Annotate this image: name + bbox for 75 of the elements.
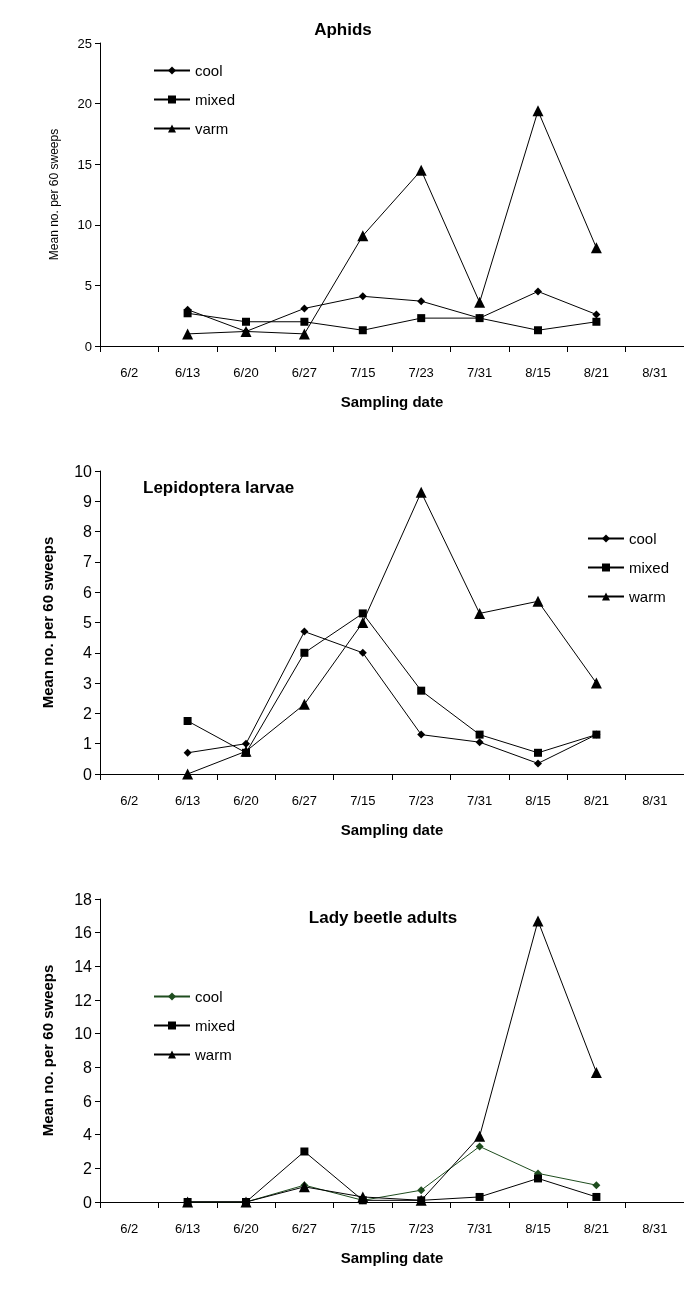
chart-title: Lepidoptera larvae — [143, 478, 295, 497]
x-tick-label: 8/21 — [583, 365, 610, 380]
y-tick-label: 3 — [83, 674, 93, 692]
y-tick-label: 0 — [83, 1193, 93, 1211]
x-tick-label: 6/20 — [233, 365, 259, 380]
y-tick-label: 2 — [83, 1159, 93, 1177]
x-tick-label: 7/23 — [408, 793, 434, 808]
x-tick-label: 8/31 — [642, 365, 668, 380]
y-tick-label: 8 — [83, 1058, 93, 1076]
y-tick-label: 7 — [83, 553, 93, 571]
x-tick-label: 6/20 — [233, 793, 259, 808]
y-axis-title: Mean no. per 60 sweeps — [39, 536, 56, 709]
x-tick-label: 8/15 — [525, 365, 551, 380]
x-tick-label: 6/13 — [174, 1221, 201, 1236]
legend-label: cool — [628, 530, 657, 547]
y-tick-label: 16 — [74, 924, 93, 942]
y-tick-label: 15 — [77, 156, 92, 172]
y-tick-label: 18 — [74, 890, 93, 908]
y-tick-label: 10 — [77, 217, 92, 233]
y-tick-label: 4 — [83, 644, 93, 662]
text: Lady beetle adults — [308, 908, 458, 927]
y-tick-label: 2 — [83, 704, 93, 722]
legend-label: warm — [627, 588, 666, 605]
x-axis-title: Sampling date — [340, 821, 444, 838]
legend-label: cool — [195, 988, 223, 1005]
x-tick-label: 7/23 — [408, 365, 434, 380]
x-tick-label: 6/13 — [174, 365, 201, 380]
x-tick-label: 6/27 — [291, 1221, 318, 1236]
y-tick-label: 12 — [74, 991, 93, 1009]
x-tick-label: 8/21 — [583, 793, 610, 808]
y-axis-title: Mean no. per 60 sweeps — [47, 128, 61, 261]
y-tick-label: 25 — [77, 35, 92, 51]
legend-label: mixed — [628, 559, 669, 576]
y-tick-label: 10 — [74, 462, 93, 480]
x-axis-title: Sampling date — [340, 393, 444, 410]
legend-label: cool — [195, 62, 223, 79]
x-axis-title: Sampling date — [340, 1249, 444, 1266]
x-tick-label: 7/15 — [350, 365, 376, 380]
y-tick-label: 5 — [84, 277, 92, 293]
legend-label: warm — [194, 1046, 232, 1063]
x-tick-label: 6/2 — [120, 1221, 139, 1236]
x-tick-label: 8/31 — [642, 793, 668, 808]
x-tick-label: 6/20 — [233, 1221, 259, 1236]
y-tick-label: 10 — [74, 1025, 93, 1043]
x-tick-label: 7/31 — [466, 365, 493, 380]
legend-label: varm — [195, 120, 229, 137]
y-tick-label: 8 — [83, 523, 93, 541]
x-tick-label: 6/2 — [120, 365, 139, 380]
y-tick-label: 0 — [84, 338, 92, 354]
legend-label: mixed — [195, 91, 236, 108]
x-tick-label: 7/31 — [466, 1221, 493, 1236]
x-tick-label: 8/31 — [642, 1221, 668, 1236]
y-axis-title: Mean no. per 60 sweeps — [39, 964, 56, 1137]
y-tick-label: 20 — [77, 96, 92, 112]
x-tick-label: 7/15 — [350, 1221, 376, 1236]
y-tick-label: 4 — [83, 1126, 93, 1144]
y-tick-label: 6 — [83, 1092, 93, 1110]
x-tick-label: 8/21 — [583, 1221, 610, 1236]
x-tick-label: 6/2 — [120, 793, 139, 808]
y-tick-label: 6 — [83, 583, 93, 601]
y-tick-label: 0 — [83, 765, 93, 783]
x-tick-label: 6/27 — [291, 365, 318, 380]
x-tick-label: 6/13 — [174, 793, 201, 808]
x-tick-label: 6/27 — [291, 793, 318, 808]
y-tick-label: 9 — [83, 492, 93, 510]
x-tick-label: 8/15 — [525, 793, 551, 808]
y-tick-label: 14 — [74, 957, 93, 975]
x-tick-label: 7/23 — [408, 1221, 434, 1236]
x-tick-label: 7/15 — [350, 793, 376, 808]
x-tick-label: 8/15 — [525, 1221, 551, 1236]
x-tick-label: 7/31 — [466, 793, 493, 808]
y-tick-label: 5 — [83, 614, 93, 631]
legend-label: mixed — [195, 1017, 236, 1034]
chart-title: Aphids — [314, 20, 372, 39]
y-tick-label: 1 — [83, 735, 93, 753]
